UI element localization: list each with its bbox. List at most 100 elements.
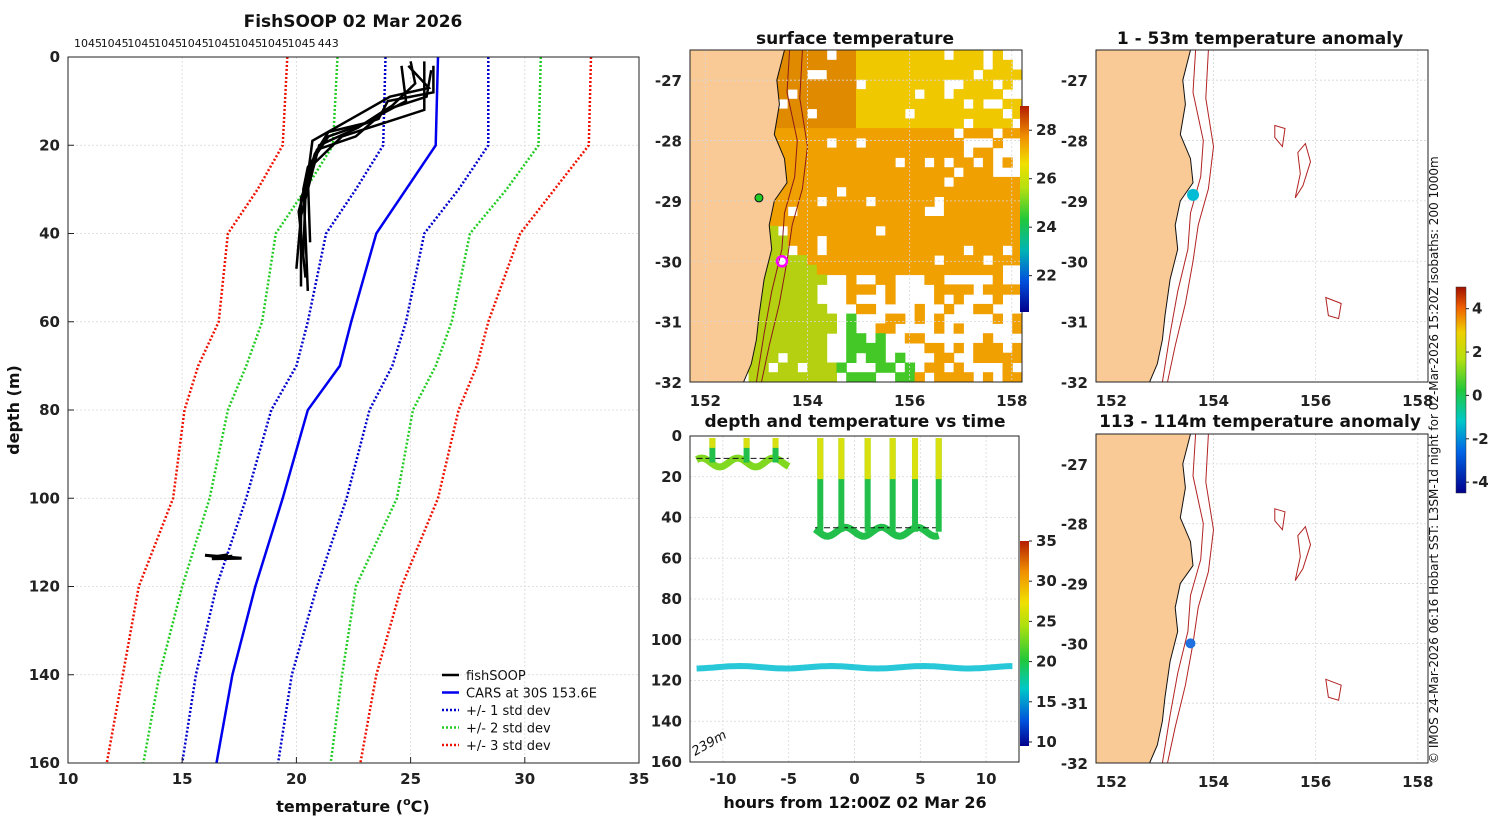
sst-cell: [807, 372, 818, 382]
sst-cell: [777, 79, 789, 90]
sst-cell: [953, 216, 964, 227]
sst-cell: [895, 98, 906, 110]
sst-cell: [787, 98, 798, 110]
sst-cell: [924, 89, 935, 100]
sst-cell: [846, 284, 857, 295]
sst-cell: [797, 79, 808, 90]
profile-y-tick-0: 0: [50, 48, 60, 66]
sst-cell: [1002, 98, 1013, 110]
sst-cell: [816, 79, 828, 90]
sst-cell: [768, 303, 779, 315]
sst-cell: [953, 59, 964, 71]
sst-cell: [865, 137, 877, 149]
sst-cell: [953, 264, 964, 276]
sst-cell: [992, 255, 1003, 266]
sst-cell: [992, 50, 1003, 61]
sst-cell: [875, 98, 886, 110]
sst-cell: [973, 216, 984, 227]
sst-cell: [1012, 128, 1022, 139]
sst-cell: [836, 216, 847, 227]
sst-cell: [934, 98, 945, 110]
sst-cell: [836, 98, 847, 110]
sst-cell: [797, 98, 808, 110]
map-x-tick-158: 158: [1402, 773, 1433, 791]
sst-cell: [856, 216, 867, 227]
sst-cell: [1012, 176, 1022, 188]
sst-cell: [807, 206, 818, 217]
sst-cell: [934, 176, 945, 188]
sst-cell: [963, 225, 974, 237]
sst-cell: [797, 303, 808, 315]
time-colorbar-tick-25: 25: [1036, 612, 1057, 630]
sst-cell: [953, 372, 964, 382]
time-series-marks: [695, 438, 1013, 672]
legend-label-4: +/- 3 std dev: [466, 739, 551, 754]
sst-cell: [992, 69, 1003, 80]
sst-cell: [1012, 98, 1022, 110]
sst-cell: [1002, 284, 1013, 295]
sst-cell: [943, 196, 955, 207]
sst-map-area: [690, 50, 1022, 382]
profile-x-tick-10: 10: [58, 770, 79, 788]
sst-cell: [982, 147, 994, 158]
sst-cell: [934, 313, 945, 324]
std1-high-line: [276, 57, 490, 763]
sst-cell: [973, 186, 984, 197]
sst-cell: [992, 176, 1003, 188]
sst-cell: [895, 372, 906, 382]
sst-cell: [826, 216, 837, 227]
sst-cell: [846, 323, 857, 334]
anomaly-colorbar-tick-2: 2: [1472, 343, 1482, 361]
sst-cell: [992, 206, 1003, 217]
sst-cell: [982, 108, 994, 119]
sst-cell: [787, 225, 798, 237]
anomaly-surface-isobath-200: [1161, 50, 1204, 382]
sst-cell: [982, 206, 994, 217]
sst-cell: [797, 352, 808, 363]
sst-cell: [797, 186, 808, 197]
map-x-tick-154: 154: [1198, 773, 1229, 791]
profile-title: FishSOOP 02 Mar 2026: [244, 12, 463, 32]
sst-cell: [846, 264, 857, 276]
sst-cell: [846, 216, 857, 227]
sst-cell: [797, 225, 808, 237]
map-y-tick--28: -28: [655, 133, 682, 151]
sst-cell: [973, 303, 984, 315]
sst-cell: [953, 69, 964, 80]
sst-cell: [797, 69, 808, 80]
sst-cell: [807, 342, 818, 354]
anomaly-surface-ticks: 152 154 156 158 -27 -28 -29 -30 -31 -32: [1061, 72, 1434, 410]
sst-cell: [807, 333, 818, 344]
anomaly-surface-panel: 1 - 53m temperature anomaly 152 154 156 158…: [1061, 29, 1434, 410]
sst-cell: [836, 245, 847, 256]
credit-text: © IMOS 24-Mar-2026 06:16 Hobart SST: L3S…: [1427, 156, 1441, 764]
sst-cell: [953, 206, 964, 217]
sst-cell: [865, 69, 877, 80]
sst-cell: [856, 264, 867, 276]
sst-cell: [856, 118, 867, 129]
sst-cell: [885, 157, 896, 168]
sst-cell: [914, 372, 925, 382]
sst-cell: [895, 137, 906, 149]
sst-cell: [943, 255, 955, 266]
sst-cell: [758, 313, 769, 324]
profile-y-ticks: 0 20 40 60 80 100 120 140 160: [29, 48, 74, 772]
sst-cell: [807, 186, 818, 197]
sst-cell: [846, 69, 857, 80]
sst-cell: [895, 89, 906, 100]
sst-cell: [807, 255, 818, 266]
sst-cell: [895, 128, 906, 139]
anomaly-surface-frame: [1095, 49, 1429, 383]
sst-cell: [953, 342, 964, 354]
sst-cell: [807, 167, 818, 178]
sst-cell: [885, 50, 896, 61]
sst-cell: [934, 128, 945, 139]
profile-x-tick-20: 20: [286, 770, 307, 788]
sst-cell: [797, 255, 808, 266]
sst-cell: [856, 98, 867, 110]
sst-cell: [875, 206, 886, 217]
sst-cell: [1002, 235, 1013, 246]
sst-cell: [982, 264, 994, 276]
sst-cell: [797, 167, 808, 178]
sst-cell: [875, 157, 886, 168]
